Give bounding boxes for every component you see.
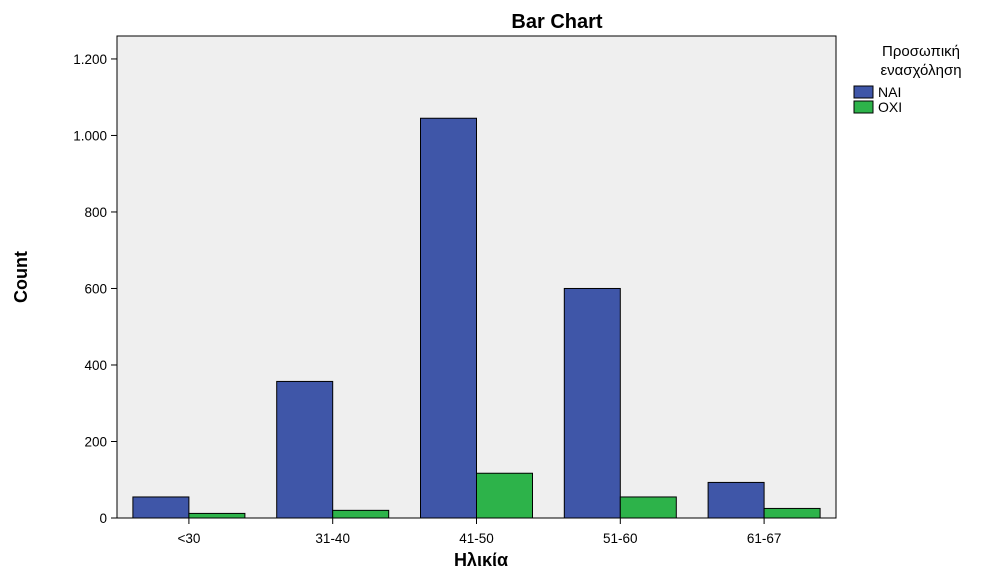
y-axis-title: Count — [11, 251, 31, 303]
bar-nai-5 — [707, 481, 765, 519]
legend-title-line-2: ενασχόληση — [880, 62, 961, 79]
legend-label-oxi: OXI — [878, 99, 902, 115]
bar-oxi-1 — [188, 512, 246, 519]
x-tick-label: 41-50 — [459, 531, 494, 546]
bar-nai-4 — [563, 287, 621, 519]
y-tick-label: 400 — [84, 358, 107, 373]
y-axis: 0 200 400 600 800 1.000 1.200 — [73, 52, 117, 526]
legend: Προσωπική ενασχόληση NAI OXI — [853, 43, 962, 115]
bar-oxi-4 — [619, 496, 677, 519]
x-axis: <30 31-40 41-50 51-60 61-67 — [177, 518, 781, 546]
bar-oxi-3 — [476, 472, 533, 519]
bar-oxi-2 — [332, 509, 390, 519]
y-tick-label: 0 — [99, 511, 107, 526]
legend-swatch-oxi — [853, 100, 874, 114]
bar-nai-1 — [132, 496, 190, 519]
y-tick-label: 600 — [84, 281, 107, 296]
bar-oxi-5 — [763, 507, 821, 519]
x-tick-label: <30 — [177, 531, 200, 546]
y-tick-label: 1.000 — [73, 128, 107, 143]
y-tick-label: 200 — [84, 434, 107, 449]
legend-label-nai: NAI — [878, 84, 901, 100]
legend-swatch-nai — [853, 85, 874, 99]
x-tick-label: 31-40 — [315, 531, 350, 546]
bar-nai-2 — [276, 380, 334, 519]
x-axis-title: Ηλικία — [454, 550, 508, 570]
chart-title: Bar Chart — [511, 11, 602, 33]
bar-nai-3 — [420, 117, 477, 519]
x-tick-label: 61-67 — [747, 531, 782, 546]
legend-title-line-1: Προσωπική — [882, 43, 960, 60]
bars-layer — [132, 117, 821, 519]
x-tick-label: 51-60 — [603, 531, 638, 546]
y-tick-label: 800 — [84, 205, 107, 220]
y-tick-label: 1.200 — [73, 52, 107, 67]
